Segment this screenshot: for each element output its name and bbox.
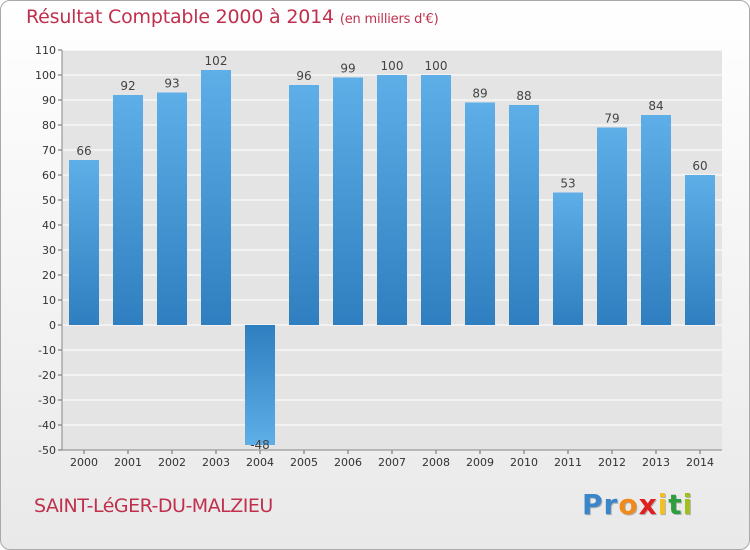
logo-letter: P [582,488,604,521]
y-tick-label: 50 [42,194,56,207]
y-tick-label: 60 [42,169,56,182]
y-tick-label: 100 [35,69,56,82]
y-tick-label: -30 [38,394,56,407]
logo-letter: x [638,488,658,521]
y-tick-label: -40 [38,419,56,432]
bar-2001 [113,95,143,325]
x-axis: 2000 2001 2002 2003 2004 2005 2006 2007 2008 2009… [62,449,722,469]
x-tick-label-2002: 2002 [158,456,186,469]
data-label-2014: 60 [692,159,707,173]
x-tick-label-2007: 2007 [378,456,406,469]
y-tick-label: 0 [49,319,56,332]
y-tick-label: 10 [42,294,56,307]
y-tick-label: -20 [38,369,56,382]
x-tick-label-2013: 2013 [642,456,670,469]
bar-2004 [245,325,275,445]
x-tick-label-2005: 2005 [290,456,318,469]
data-label-2011: 53 [560,177,575,191]
data-label-2001: 92 [120,79,135,93]
logo-letter: t [668,488,683,521]
x-tick-label-2000: 2000 [70,456,98,469]
commune-name: SAINT-LéGER-DU-MALZIEU [34,495,273,517]
x-tick-label-2003: 2003 [202,456,230,469]
y-tick-label: 40 [42,219,56,232]
y-tick-label: -10 [38,344,56,357]
bar-2009 [465,102,495,325]
bar-2011 [553,192,583,325]
data-label-2009: 89 [472,87,487,101]
data-label-2008: 100 [425,59,448,73]
bar-2014 [685,175,715,325]
x-tick-label-2010: 2010 [510,456,538,469]
bar-2005 [289,85,319,325]
data-labels: 66 92 93 102 -48 96 99 100 100 89 88 53 79 84 60 [76,54,707,452]
x-tick-label-2008: 2008 [422,456,450,469]
data-label-2005: 96 [296,69,311,83]
bar-2007 [377,75,407,325]
y-tick-label: 110 [35,44,56,57]
logo-letter: r [603,488,619,521]
data-label-2002: 93 [164,77,179,91]
bar-2000 [69,160,99,325]
y-tick-label: 20 [42,269,56,282]
proxiti-logo: Proxiti [582,488,693,521]
x-tick-label-2014: 2014 [686,456,714,469]
data-label-2004: -48 [250,438,270,452]
data-label-2000: 66 [76,144,91,158]
data-label-2003: 102 [205,54,228,68]
bar-2012 [597,127,627,325]
bar-2013 [641,115,671,325]
logo-letter: o [618,488,639,521]
logo-letter: i [682,488,694,521]
data-label-2013: 84 [648,99,663,113]
y-tick-label: -50 [38,444,56,457]
data-label-2007: 100 [381,59,404,73]
x-tick-label-2001: 2001 [114,456,142,469]
data-label-2012: 79 [604,112,619,126]
bar-2010 [509,105,539,325]
bars [69,70,715,445]
chart-title-text: Résultat Comptable 2000 à 2014 [26,6,334,28]
y-tick-label: 80 [42,119,56,132]
bar-2003 [201,70,231,325]
x-tick-label-2009: 2009 [466,456,494,469]
data-label-2010: 88 [516,89,531,103]
y-tick-label: 70 [42,144,56,157]
bar-2006 [333,77,363,325]
chart-title: Résultat Comptable 2000 à 2014 (en millie… [26,6,439,28]
data-label-2006: 99 [340,62,355,76]
y-tick-label: 30 [42,244,56,257]
bar-2002 [157,92,187,325]
y-tick-label: 90 [42,94,56,107]
bar-2008 [421,75,451,325]
x-tick-label-2011: 2011 [554,456,582,469]
x-tick-label-2004: 2004 [246,456,274,469]
logo-letter: i [657,488,669,521]
x-tick-label-2006: 2006 [334,456,362,469]
x-tick-label-2012: 2012 [598,456,626,469]
chart-subtitle: (en milliers d'€) [339,12,439,27]
